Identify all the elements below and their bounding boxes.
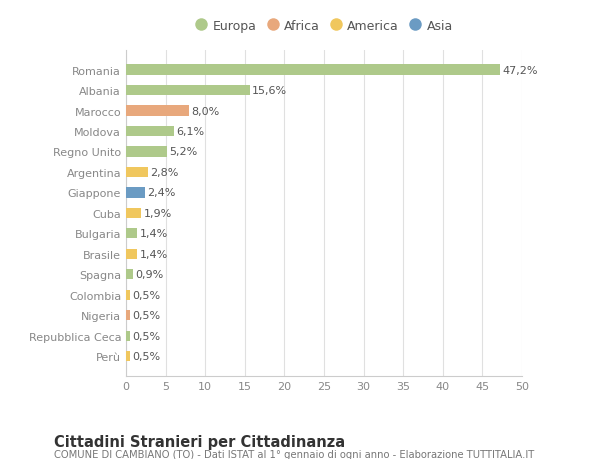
Text: 5,2%: 5,2% — [170, 147, 198, 157]
Bar — [126, 127, 175, 137]
Bar — [126, 208, 141, 218]
Text: 15,6%: 15,6% — [252, 86, 287, 96]
Text: 0,5%: 0,5% — [133, 311, 160, 320]
Text: 2,8%: 2,8% — [151, 168, 179, 178]
Bar — [126, 310, 130, 321]
Text: 6,1%: 6,1% — [176, 127, 205, 137]
Text: 1,4%: 1,4% — [139, 249, 168, 259]
Text: 1,9%: 1,9% — [143, 208, 172, 218]
Text: 0,5%: 0,5% — [133, 331, 160, 341]
Bar — [126, 290, 130, 300]
Bar — [126, 229, 137, 239]
Bar — [126, 65, 500, 76]
Bar — [126, 147, 167, 157]
Text: 2,4%: 2,4% — [148, 188, 176, 198]
Text: Cittadini Stranieri per Cittadinanza: Cittadini Stranieri per Cittadinanza — [54, 434, 345, 449]
Bar — [126, 168, 148, 178]
Text: 47,2%: 47,2% — [502, 66, 538, 75]
Bar — [126, 188, 145, 198]
Text: 1,4%: 1,4% — [139, 229, 168, 239]
Text: 0,9%: 0,9% — [136, 270, 164, 280]
Legend: Europa, Africa, America, Asia: Europa, Africa, America, Asia — [193, 17, 455, 36]
Bar — [126, 331, 130, 341]
Text: 8,0%: 8,0% — [192, 106, 220, 116]
Bar — [126, 269, 133, 280]
Bar — [126, 351, 130, 362]
Text: 0,5%: 0,5% — [133, 290, 160, 300]
Bar — [126, 249, 137, 259]
Text: 0,5%: 0,5% — [133, 352, 160, 361]
Text: COMUNE DI CAMBIANO (TO) - Dati ISTAT al 1° gennaio di ogni anno - Elaborazione T: COMUNE DI CAMBIANO (TO) - Dati ISTAT al … — [54, 449, 534, 459]
Bar — [126, 86, 250, 96]
Bar — [126, 106, 190, 117]
